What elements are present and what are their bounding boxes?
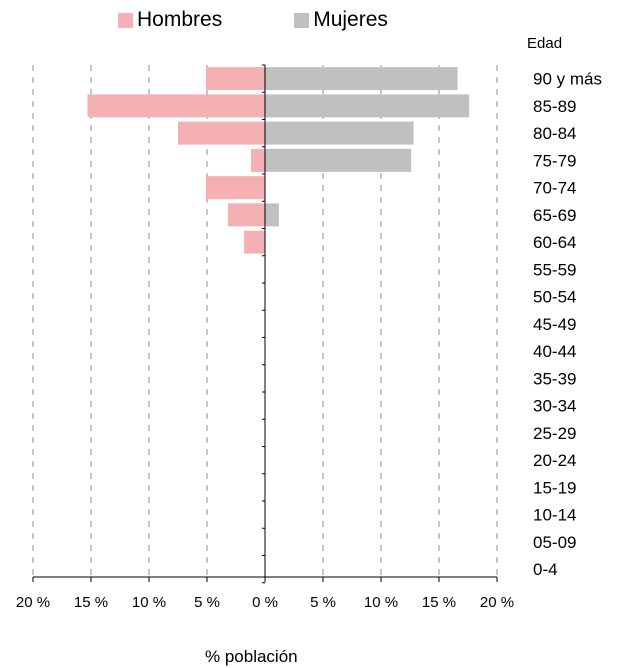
age-category-label: 45-49 bbox=[533, 315, 576, 334]
x-tick-label: 5 % bbox=[194, 594, 220, 611]
x-tick-label: 15 % bbox=[74, 594, 108, 611]
age-category-label: 60-64 bbox=[533, 233, 576, 252]
age-category-label: 0-4 bbox=[533, 560, 558, 579]
age-category-label: 35-39 bbox=[533, 369, 576, 388]
age-category-label: 05-09 bbox=[533, 533, 576, 552]
x-tick-label: 5 % bbox=[310, 594, 336, 611]
legend-swatch-hombres bbox=[118, 12, 133, 28]
age-category-label: 15-19 bbox=[533, 478, 576, 497]
x-tick-label: 20 % bbox=[480, 594, 514, 611]
age-category-label: 80-84 bbox=[533, 124, 576, 143]
age-category-label: 25-29 bbox=[533, 424, 576, 443]
x-tick-label: 15 % bbox=[422, 594, 456, 611]
bar-hombres bbox=[87, 94, 266, 118]
x-tick-label: 10 % bbox=[132, 594, 166, 611]
age-category-label: 90 y más bbox=[533, 70, 602, 89]
age-category-label: 75-79 bbox=[533, 151, 576, 170]
bar-hombres bbox=[178, 121, 265, 145]
age-category-label: 85-89 bbox=[533, 97, 576, 116]
legend-item-mujeres: Mujeres bbox=[294, 8, 388, 32]
legend-swatch-mujeres bbox=[294, 12, 310, 28]
bar-hombres bbox=[251, 148, 265, 172]
x-tick-label: 10 % bbox=[364, 594, 398, 611]
legend-label-mujeres: Mujeres bbox=[313, 8, 388, 31]
bar-hombres bbox=[205, 67, 265, 91]
age-category-label: 30-34 bbox=[533, 397, 576, 416]
bar-hombres bbox=[227, 203, 265, 227]
bar-hombres bbox=[244, 230, 265, 254]
age-axis-title: Edad bbox=[527, 35, 563, 52]
bar-mujeres bbox=[265, 148, 412, 172]
bar-mujeres bbox=[265, 121, 414, 145]
legend: Hombres Mujeres bbox=[118, 8, 460, 32]
age-category-label: 40-44 bbox=[533, 342, 576, 361]
age-category-label: 55-59 bbox=[533, 260, 576, 279]
bar-mujeres bbox=[265, 94, 470, 118]
x-tick-label: 20 % bbox=[16, 594, 50, 611]
legend-item-hombres: Hombres bbox=[118, 8, 222, 32]
bar-mujeres bbox=[265, 67, 458, 91]
age-category-label: 70-74 bbox=[533, 179, 576, 198]
age-category-label: 10-14 bbox=[533, 506, 576, 525]
bar-hombres bbox=[205, 176, 265, 200]
x-axis-label: % población bbox=[205, 647, 298, 666]
age-category-label: 50-54 bbox=[533, 288, 576, 307]
x-tick-label: 0 % bbox=[252, 594, 278, 611]
bar-mujeres bbox=[265, 203, 279, 227]
age-category-label: 20-24 bbox=[533, 451, 576, 470]
age-category-label: 65-69 bbox=[533, 206, 576, 225]
legend-label-hombres: Hombres bbox=[137, 8, 223, 31]
